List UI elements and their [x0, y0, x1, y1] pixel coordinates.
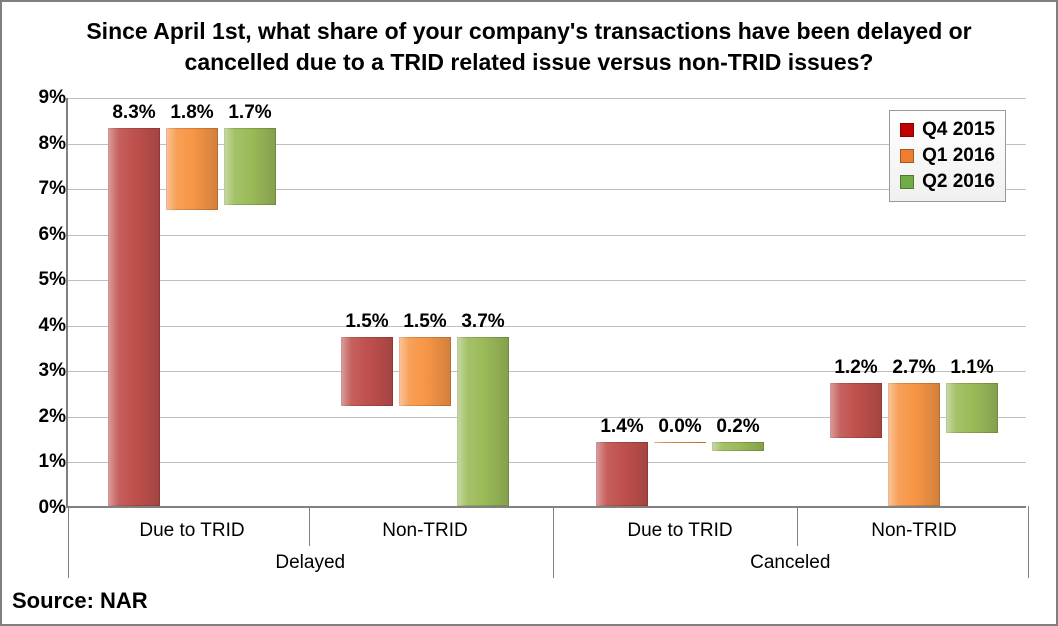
x-sub-tick [309, 506, 310, 546]
chart-container: Since April 1st, what share of your comp… [0, 0, 1058, 626]
y-tick: 1% [16, 451, 66, 473]
x-sub-tick [797, 506, 798, 546]
legend-swatch [900, 123, 914, 137]
bar-value-label: 8.3% [112, 102, 155, 124]
bar: 1.4% [596, 442, 648, 506]
bar-value-label: 3.7% [461, 311, 504, 333]
legend-label: Q2 2016 [922, 171, 995, 193]
source-label: Source: NAR [12, 588, 148, 614]
y-axis: 0%1%2%3%4%5%6%7%8%9% [16, 98, 66, 508]
bar: 1.5% [399, 337, 451, 405]
bar-value-label: 1.1% [950, 357, 993, 379]
bar: 1.1% [946, 383, 998, 433]
bar-value-label: 2.7% [892, 357, 935, 379]
y-tick: 0% [16, 497, 66, 519]
x-sub-tick [553, 506, 554, 546]
y-tick: 3% [16, 360, 66, 382]
bar-group: 1.4% 0.0% 0.2% [596, 442, 764, 506]
bar: 1.8% [166, 128, 218, 210]
bar-value-label: 1.5% [403, 311, 446, 333]
bar-value-label: 1.7% [228, 102, 271, 124]
bar: 3.7% [457, 337, 509, 506]
x-major-label: Delayed [230, 552, 390, 574]
y-tick: 8% [16, 133, 66, 155]
bar: 8.3% [108, 128, 160, 506]
y-tick: 6% [16, 224, 66, 246]
y-tick: 7% [16, 178, 66, 200]
legend-swatch [900, 175, 914, 189]
x-sub-label: Due to TRID [610, 520, 750, 542]
bar: 0.2% [712, 442, 764, 451]
bar-value-label: 1.5% [345, 311, 388, 333]
y-tick: 4% [16, 315, 66, 337]
legend-label: Q1 2016 [922, 145, 995, 167]
y-tick: 2% [16, 406, 66, 428]
legend-item: Q2 2016 [900, 169, 995, 195]
legend-item: Q1 2016 [900, 143, 995, 169]
x-sub-label: Non-TRID [844, 520, 984, 542]
x-sub-label: Non-TRID [355, 520, 495, 542]
x-major-tick [68, 506, 69, 578]
bar: 1.5% [341, 337, 393, 405]
bar-group: 8.3%1.8%1.7% [108, 128, 276, 506]
chart-title: Since April 1st, what share of your comp… [2, 2, 1056, 86]
legend-label: Q4 2015 [922, 119, 995, 141]
bar-value-label: 0.0% [658, 416, 701, 438]
gridline [68, 98, 1026, 99]
bar: 1.7% [224, 128, 276, 205]
bar: 1.2% [830, 383, 882, 438]
bar: 2.7% [888, 383, 940, 506]
y-tick: 9% [16, 87, 66, 109]
legend-item: Q4 2015 [900, 117, 995, 143]
x-major-tick [1028, 506, 1029, 578]
bar-value-label: 1.2% [834, 357, 877, 379]
bar: 0.0% [654, 442, 706, 443]
y-tick: 5% [16, 269, 66, 291]
bar-group: 1.5%1.5%3.7% [341, 337, 509, 506]
plot-area: 8.3%1.8%1.7%1.5%1.5%3.7%1.4%0.0%0.2%1.2%… [66, 98, 1026, 508]
legend-swatch [900, 149, 914, 163]
x-major-label: Canceled [710, 552, 870, 574]
legend: Q4 2015 Q1 2016 Q2 2016 [889, 110, 1006, 202]
bar-value-label: 0.2% [716, 416, 759, 438]
bar-group: 1.2%2.7%1.1% [830, 383, 998, 506]
x-sub-label: Due to TRID [122, 520, 262, 542]
bar-value-label: 1.4% [600, 416, 643, 438]
bar-value-label: 1.8% [170, 102, 213, 124]
